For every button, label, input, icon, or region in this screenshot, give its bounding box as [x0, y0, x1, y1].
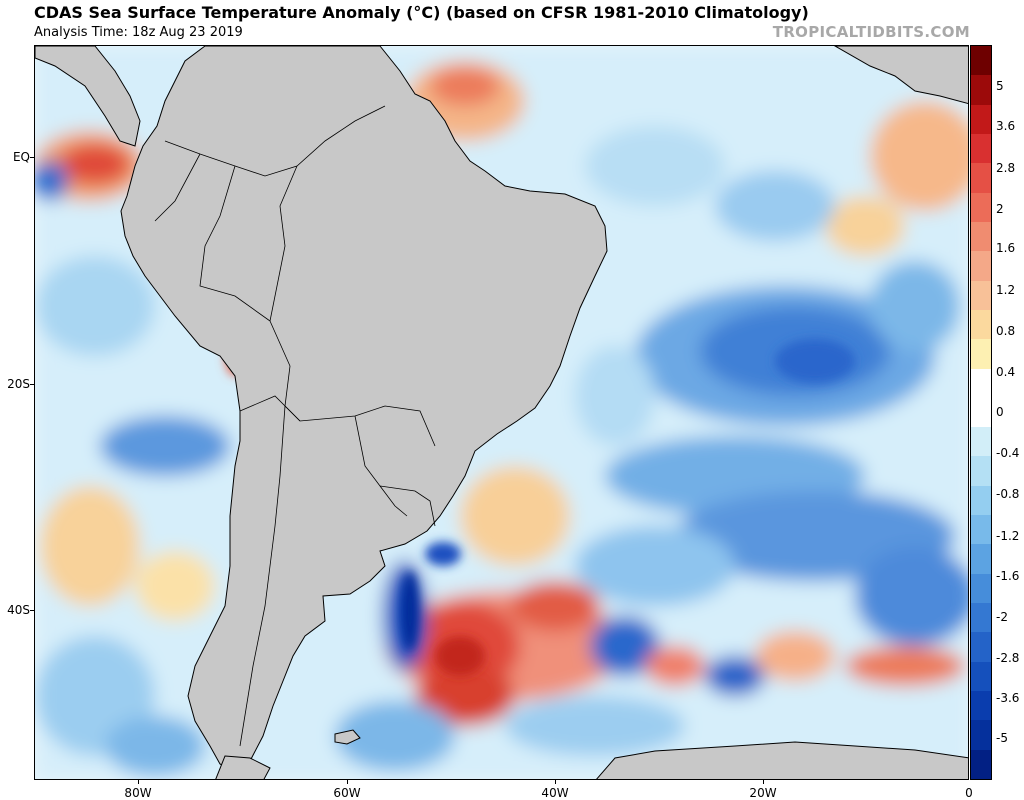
colorbar-label: -5: [996, 731, 1008, 745]
colorbar-label: -1.6: [996, 569, 1020, 583]
anomaly-field: [35, 46, 968, 779]
credit-watermark: TROPICALTIDBITS.COM: [772, 23, 970, 41]
colorbar-label: -2.8: [996, 651, 1020, 665]
colorbar-label: 0.8: [996, 324, 1016, 338]
colorbar-segment: [971, 661, 991, 692]
colorbar-segment: [971, 368, 991, 399]
colorbar-segment: [971, 456, 991, 487]
colorbar-label: -0.8: [996, 487, 1020, 501]
colorbar-label: -3.6: [996, 691, 1020, 705]
colorbar-segment: [971, 221, 991, 252]
south-america-landmass: [120, 46, 608, 773]
colorbar-label: 2.8: [996, 161, 1016, 175]
colorbar-label: 3.6: [996, 119, 1016, 133]
colorbar-label: 1.2: [996, 283, 1016, 297]
colorbar-segment: [971, 632, 991, 663]
colorbar-label: -2: [996, 610, 1008, 624]
colorbar-label: 1.6: [996, 241, 1016, 255]
colorbar-label: 0.4: [996, 365, 1016, 379]
lat-tick: [30, 610, 34, 611]
colorbar: [970, 45, 992, 780]
colorbar-label: 0: [996, 405, 1004, 419]
lon-label-20w: 20W: [749, 786, 777, 800]
colorbar-segment: [971, 427, 991, 457]
colorbar-segment: [971, 544, 991, 575]
colorbar-segment: [971, 339, 991, 369]
lat-label-40s: 40S: [7, 603, 30, 617]
map-title: CDAS Sea Surface Temperature Anomaly (°C…: [34, 3, 809, 22]
colorbar-segment: [971, 720, 991, 751]
lon-tick: [763, 780, 764, 784]
colorbar-label: 5: [996, 79, 1004, 93]
colorbar-segment: [971, 104, 991, 135]
colorbar-segment: [971, 397, 991, 428]
lon-label-40w: 40W: [541, 786, 569, 800]
land-masses: [35, 46, 968, 779]
colorbar-segment: [971, 192, 991, 223]
colorbar-segment: [971, 515, 991, 545]
africa-landmass: [833, 46, 968, 104]
lon-label-0: 0: [965, 786, 973, 800]
map-canvas: [35, 46, 968, 779]
lat-tick: [30, 157, 34, 158]
colorbar-segment: [971, 133, 991, 164]
lat-tick: [30, 384, 34, 385]
lat-label-20s: 20S: [7, 377, 30, 391]
sst-anomaly-map: [34, 45, 969, 780]
lon-tick: [555, 780, 556, 784]
colorbar-segment: [971, 603, 991, 633]
colorbar-segment: [971, 573, 991, 604]
lon-tick: [138, 780, 139, 784]
colorbar-segment: [971, 75, 991, 106]
analysis-time: Analysis Time: 18z Aug 23 2019: [34, 25, 243, 40]
colorbar-label: -0.4: [996, 446, 1020, 460]
colorbar-segment: [971, 749, 991, 780]
colorbar-label: 2: [996, 202, 1004, 216]
colorbar-segment: [971, 46, 991, 76]
colorbar-segment: [971, 163, 991, 194]
lon-label-80w: 80W: [124, 786, 152, 800]
lon-tick: [347, 780, 348, 784]
lat-label-eq: EQ: [12, 150, 30, 164]
lon-label-60w: 60W: [333, 786, 361, 800]
colorbar-label: -1.2: [996, 529, 1020, 543]
colorbar-segment: [971, 309, 991, 340]
colorbar-segment: [971, 280, 991, 311]
colorbar-segment: [971, 691, 991, 721]
colorbar-segment: [971, 251, 991, 282]
colorbar-segment: [971, 485, 991, 516]
